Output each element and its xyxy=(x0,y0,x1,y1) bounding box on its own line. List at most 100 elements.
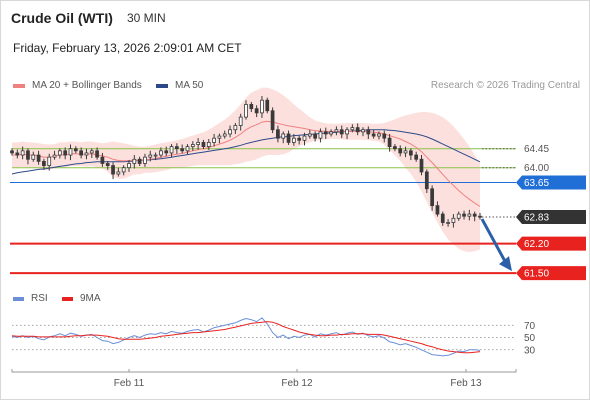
rsi-tick-70: 70 xyxy=(524,321,536,332)
candle xyxy=(84,148,89,160)
candle xyxy=(446,219,450,227)
candle xyxy=(15,149,20,159)
candle xyxy=(116,167,121,177)
candle xyxy=(419,155,424,176)
candle xyxy=(169,144,174,158)
candle xyxy=(26,148,30,165)
candle xyxy=(398,145,403,157)
candle xyxy=(132,155,137,169)
candle xyxy=(58,148,62,159)
ma50-legend-label: MA 50 xyxy=(175,80,204,91)
candle xyxy=(430,185,434,211)
candle xyxy=(435,201,440,217)
candle xyxy=(302,132,307,146)
candle xyxy=(222,130,227,139)
candle xyxy=(111,162,115,180)
candle xyxy=(159,147,163,158)
candle xyxy=(409,148,413,161)
candle xyxy=(201,139,206,150)
candle xyxy=(313,131,317,142)
candle xyxy=(20,146,25,160)
candle xyxy=(478,212,482,220)
rsi-line xyxy=(11,317,481,357)
candle xyxy=(206,139,211,150)
time-axis-baseline xyxy=(11,369,517,373)
candles-layer xyxy=(10,96,512,272)
rsi-swatch xyxy=(13,296,24,301)
candle xyxy=(382,130,387,143)
rsi-legend-label: RSI xyxy=(31,293,48,304)
candle xyxy=(164,146,169,157)
credit-label: Research © 2026 Trading Central xyxy=(430,80,580,91)
legend-ma50: MA 50 xyxy=(156,80,203,91)
legend-9ma: 9MA xyxy=(62,293,101,304)
candle xyxy=(175,143,179,154)
rsi-tick-30: 30 xyxy=(524,345,536,356)
rsi-tick-50: 50 xyxy=(524,333,536,344)
candle xyxy=(270,107,275,134)
candle xyxy=(366,126,371,140)
candle xyxy=(361,127,365,137)
ma20-swatch xyxy=(13,83,25,88)
level-label-64.00: 64.00 xyxy=(524,163,549,174)
candle xyxy=(63,147,68,160)
candle xyxy=(42,158,46,170)
candle xyxy=(339,125,344,139)
candle xyxy=(180,144,185,154)
datetime-label: Friday, February 13, 2026 2:09:01 AM CET xyxy=(13,41,242,55)
candle xyxy=(307,129,312,139)
candle xyxy=(371,129,376,139)
ma20-line xyxy=(12,120,481,207)
candle xyxy=(137,156,142,167)
candle xyxy=(68,144,73,161)
candle xyxy=(212,133,216,147)
level-label-62.20: 62.20 xyxy=(524,239,549,250)
candle xyxy=(440,211,445,226)
time-tick-label: Feb 11 xyxy=(114,378,145,389)
ma9-line xyxy=(11,321,481,354)
candle xyxy=(105,160,110,170)
candle xyxy=(249,101,254,113)
candle xyxy=(79,147,83,159)
candle xyxy=(100,152,105,167)
candle xyxy=(345,127,349,140)
candle xyxy=(95,147,99,160)
time-tick-label: Feb 12 xyxy=(281,378,313,389)
candle xyxy=(254,105,259,118)
timeframe-label[interactable]: 30 MIN xyxy=(127,11,166,25)
candle xyxy=(387,133,392,152)
candle xyxy=(244,100,248,120)
candle xyxy=(260,96,264,118)
candle xyxy=(297,135,302,145)
candle xyxy=(451,214,456,228)
level-tag-61.50 xyxy=(516,266,586,281)
candle xyxy=(424,169,429,193)
legend-rsi: RSI xyxy=(13,293,48,304)
level-label-63.65: 63.65 xyxy=(524,178,549,189)
candle xyxy=(217,133,222,144)
candle xyxy=(281,131,286,144)
time-tick-label: Feb 13 xyxy=(450,378,482,389)
candle xyxy=(36,150,41,165)
candle xyxy=(10,148,14,156)
level-tag-63.65 xyxy=(516,175,586,190)
time-axis: Feb 11 Feb 12 Feb 13 xyxy=(11,369,517,389)
candle xyxy=(196,138,200,150)
candle xyxy=(462,210,466,220)
candle xyxy=(318,128,323,143)
candle xyxy=(292,133,296,146)
candle xyxy=(467,209,472,221)
candle xyxy=(73,146,78,154)
candle xyxy=(414,151,419,162)
candle xyxy=(47,153,52,171)
instrument-title: Crude Oil (WTI) xyxy=(11,10,113,26)
candle xyxy=(393,144,397,152)
level-labels-layer: 64.45 64.00 63.65 62.83 62.20 61.50 xyxy=(516,144,586,281)
candle xyxy=(276,125,280,143)
ma9-swatch xyxy=(62,296,73,301)
lines-layer xyxy=(11,120,481,207)
ma50-swatch xyxy=(156,83,168,88)
candle xyxy=(228,125,232,138)
